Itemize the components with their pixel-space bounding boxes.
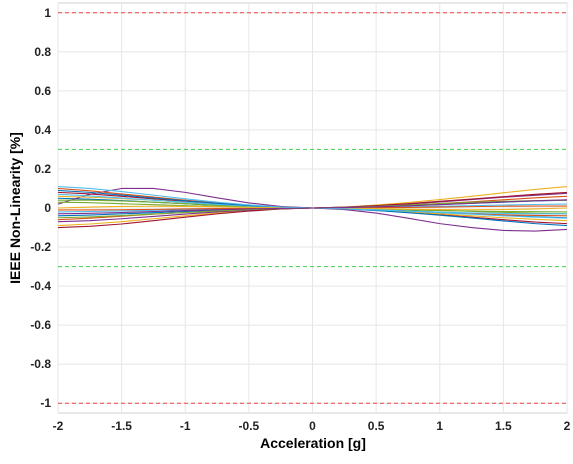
x-tick-label: -1: [180, 419, 191, 433]
y-axis-label: IEEE Non-Linearity [%]: [7, 132, 23, 284]
x-tick-labels: -2 -1.5 -1 -0.5 0 0.5 1 1.5 2: [53, 419, 571, 433]
y-tick-label: -0.4: [30, 279, 51, 293]
y-tick-label: -1: [40, 396, 51, 410]
x-tick-label: 1.5: [495, 419, 512, 433]
x-tick-label: -0.5: [239, 419, 260, 433]
x-tick-label: 1: [436, 419, 443, 433]
y-tick-label: -0.2: [30, 240, 51, 254]
x-tick-label: 0: [309, 419, 316, 433]
y-tick-label: 0.6: [34, 84, 51, 98]
y-tick-label: -0.8: [30, 357, 51, 371]
x-tick-label: -2: [53, 419, 64, 433]
y-tick-labels: 1 0.8 0.6 0.4 0.2 0 -0.2 -0.4 -0.6 -0.8 -1: [30, 6, 51, 410]
x-tick-label: -1.5: [111, 419, 132, 433]
x-tick-label: 0.5: [368, 419, 385, 433]
y-tick-label: 0.4: [34, 123, 51, 137]
x-axis-label: Acceleration [g]: [260, 435, 366, 451]
y-tick-label: 0: [44, 201, 51, 215]
y-tick-label: -0.6: [30, 318, 51, 332]
y-tick-label: 0.2: [34, 162, 51, 176]
y-tick-label: 1: [44, 6, 51, 20]
y-tick-label: 0.8: [34, 45, 51, 59]
x-tick-label: 2: [564, 419, 571, 433]
